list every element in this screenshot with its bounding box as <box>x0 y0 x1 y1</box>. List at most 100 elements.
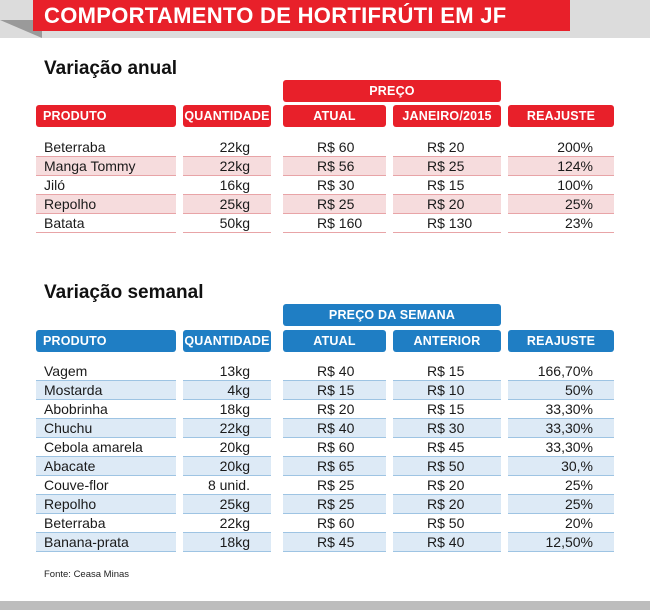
cell-background <box>508 400 614 419</box>
annual-group-header: PREÇO <box>283 80 501 102</box>
cell-background <box>393 533 501 552</box>
cell-produto: Abacate <box>44 458 96 474</box>
table-row: Batata 50kg R$ 160 R$ 130 23% <box>36 214 614 233</box>
table-row: Jiló 16kg R$ 30 R$ 15 100% <box>36 176 614 195</box>
cell-background <box>393 214 501 233</box>
cell-background <box>36 476 176 495</box>
title-band <box>33 0 570 31</box>
cell-background <box>283 138 386 157</box>
table-row: Banana-prata 18kg R$ 45 R$ 40 12,50% <box>36 533 614 552</box>
cell-produto: Repolho <box>44 496 97 512</box>
cell-background <box>183 381 271 400</box>
cell-background <box>183 457 271 476</box>
cell-atual: R$ 65 <box>317 458 355 474</box>
table-row: Abacate 20kg R$ 65 R$ 50 30,% <box>36 457 614 476</box>
cell-atual: R$ 25 <box>317 477 355 493</box>
cell-background <box>508 362 614 381</box>
cell-quantidade: 25kg <box>219 496 250 512</box>
cell-reajuste: 23% <box>564 215 593 231</box>
cell-background <box>393 476 501 495</box>
weekly-group-header: PREÇO DA SEMANA <box>283 304 501 326</box>
cell-background <box>283 514 386 533</box>
cell-background <box>283 381 386 400</box>
cell-background <box>283 214 386 233</box>
cell-reajuste: 25% <box>564 477 593 493</box>
cell-background <box>283 457 386 476</box>
cell-atual: R$ 60 <box>317 439 355 455</box>
cell-produto: Abobrinha <box>44 401 108 417</box>
table-row: Abobrinha 18kg R$ 20 R$ 15 33,30% <box>36 400 614 419</box>
cell-background <box>508 457 614 476</box>
cell-anterior: R$ 15 <box>427 401 465 417</box>
cell-atual: R$ 40 <box>317 420 355 436</box>
cell-atual: R$ 160 <box>317 215 363 231</box>
cell-background <box>183 476 271 495</box>
cell-background <box>36 176 176 195</box>
cell-background <box>508 176 614 195</box>
cell-quantidade: 25kg <box>219 196 250 212</box>
cell-background <box>508 533 614 552</box>
cell-quantidade: 20kg <box>219 439 250 455</box>
cell-atual: R$ 45 <box>317 534 355 550</box>
weekly-header-atual: ATUAL <box>283 330 386 352</box>
cell-quantidade: 20kg <box>219 458 250 474</box>
weekly-header-anterior: ANTERIOR <box>393 330 501 352</box>
cell-reajuste: 33,30% <box>545 439 593 455</box>
cell-produto: Repolho <box>44 196 97 212</box>
cell-background <box>183 514 271 533</box>
cell-background <box>508 214 614 233</box>
bottom-bar <box>0 601 650 610</box>
cell-background <box>36 514 176 533</box>
cell-atual: R$ 60 <box>317 139 355 155</box>
table-row: Beterraba 22kg R$ 60 R$ 50 20% <box>36 514 614 533</box>
cell-background <box>283 476 386 495</box>
weekly-section-title: Variação semanal <box>44 282 204 303</box>
weekly-header-produto: PRODUTO <box>36 330 176 352</box>
cell-background <box>393 495 501 514</box>
cell-background <box>183 138 271 157</box>
cell-background <box>508 495 614 514</box>
cell-anterior: R$ 30 <box>427 420 465 436</box>
cell-background <box>36 457 176 476</box>
cell-background <box>508 381 614 400</box>
cell-background <box>36 438 176 457</box>
cell-reajuste: 30,% <box>561 458 593 474</box>
cell-anterior: R$ 20 <box>427 139 465 155</box>
cell-background <box>393 195 501 214</box>
cell-background <box>283 195 386 214</box>
cell-produto: Banana-prata <box>44 534 129 550</box>
cell-background <box>36 495 176 514</box>
cell-background <box>393 438 501 457</box>
table-row: Repolho 25kg R$ 25 R$ 20 25% <box>36 495 614 514</box>
cell-quantidade: 18kg <box>219 401 250 417</box>
cell-quantidade: 50kg <box>219 215 250 231</box>
cell-atual: R$ 15 <box>317 382 355 398</box>
cell-quantidade: 22kg <box>219 158 250 174</box>
cell-reajuste: 50% <box>564 382 593 398</box>
cell-background <box>393 138 501 157</box>
table-row: Manga Tommy 22kg R$ 56 R$ 25 124% <box>36 157 614 176</box>
page-title: COMPORTAMENTO DE HORTIFRÚTI EM JF <box>44 3 507 28</box>
table-row: Cebola amarela 20kg R$ 60 R$ 45 33,30% <box>36 438 614 457</box>
source-note: Fonte: Ceasa Minas <box>44 569 130 580</box>
cell-background <box>508 476 614 495</box>
cell-background <box>283 438 386 457</box>
weekly-header-reajuste: REAJUSTE <box>508 330 614 352</box>
cell-background <box>36 362 176 381</box>
cell-produto: Cebola amarela <box>44 439 143 455</box>
cell-quantidade: 22kg <box>219 420 250 436</box>
cell-background <box>183 362 271 381</box>
annual-header-produto: PRODUTO <box>36 105 176 127</box>
cell-anterior: R$ 15 <box>427 363 465 379</box>
cell-anterior: R$ 20 <box>427 196 465 212</box>
cell-atual: R$ 30 <box>317 177 355 193</box>
cell-reajuste: 166,70% <box>537 363 593 379</box>
cell-background <box>283 176 386 195</box>
cell-anterior: R$ 50 <box>427 458 465 474</box>
table-row: Chuchu 22kg R$ 40 R$ 30 33,30% <box>36 419 614 438</box>
cell-quantidade: 22kg <box>219 515 250 531</box>
cell-anterior: R$ 10 <box>427 382 465 398</box>
cell-background <box>183 195 271 214</box>
cell-produto: Chuchu <box>44 420 93 436</box>
cell-anterior: R$ 40 <box>427 534 465 550</box>
